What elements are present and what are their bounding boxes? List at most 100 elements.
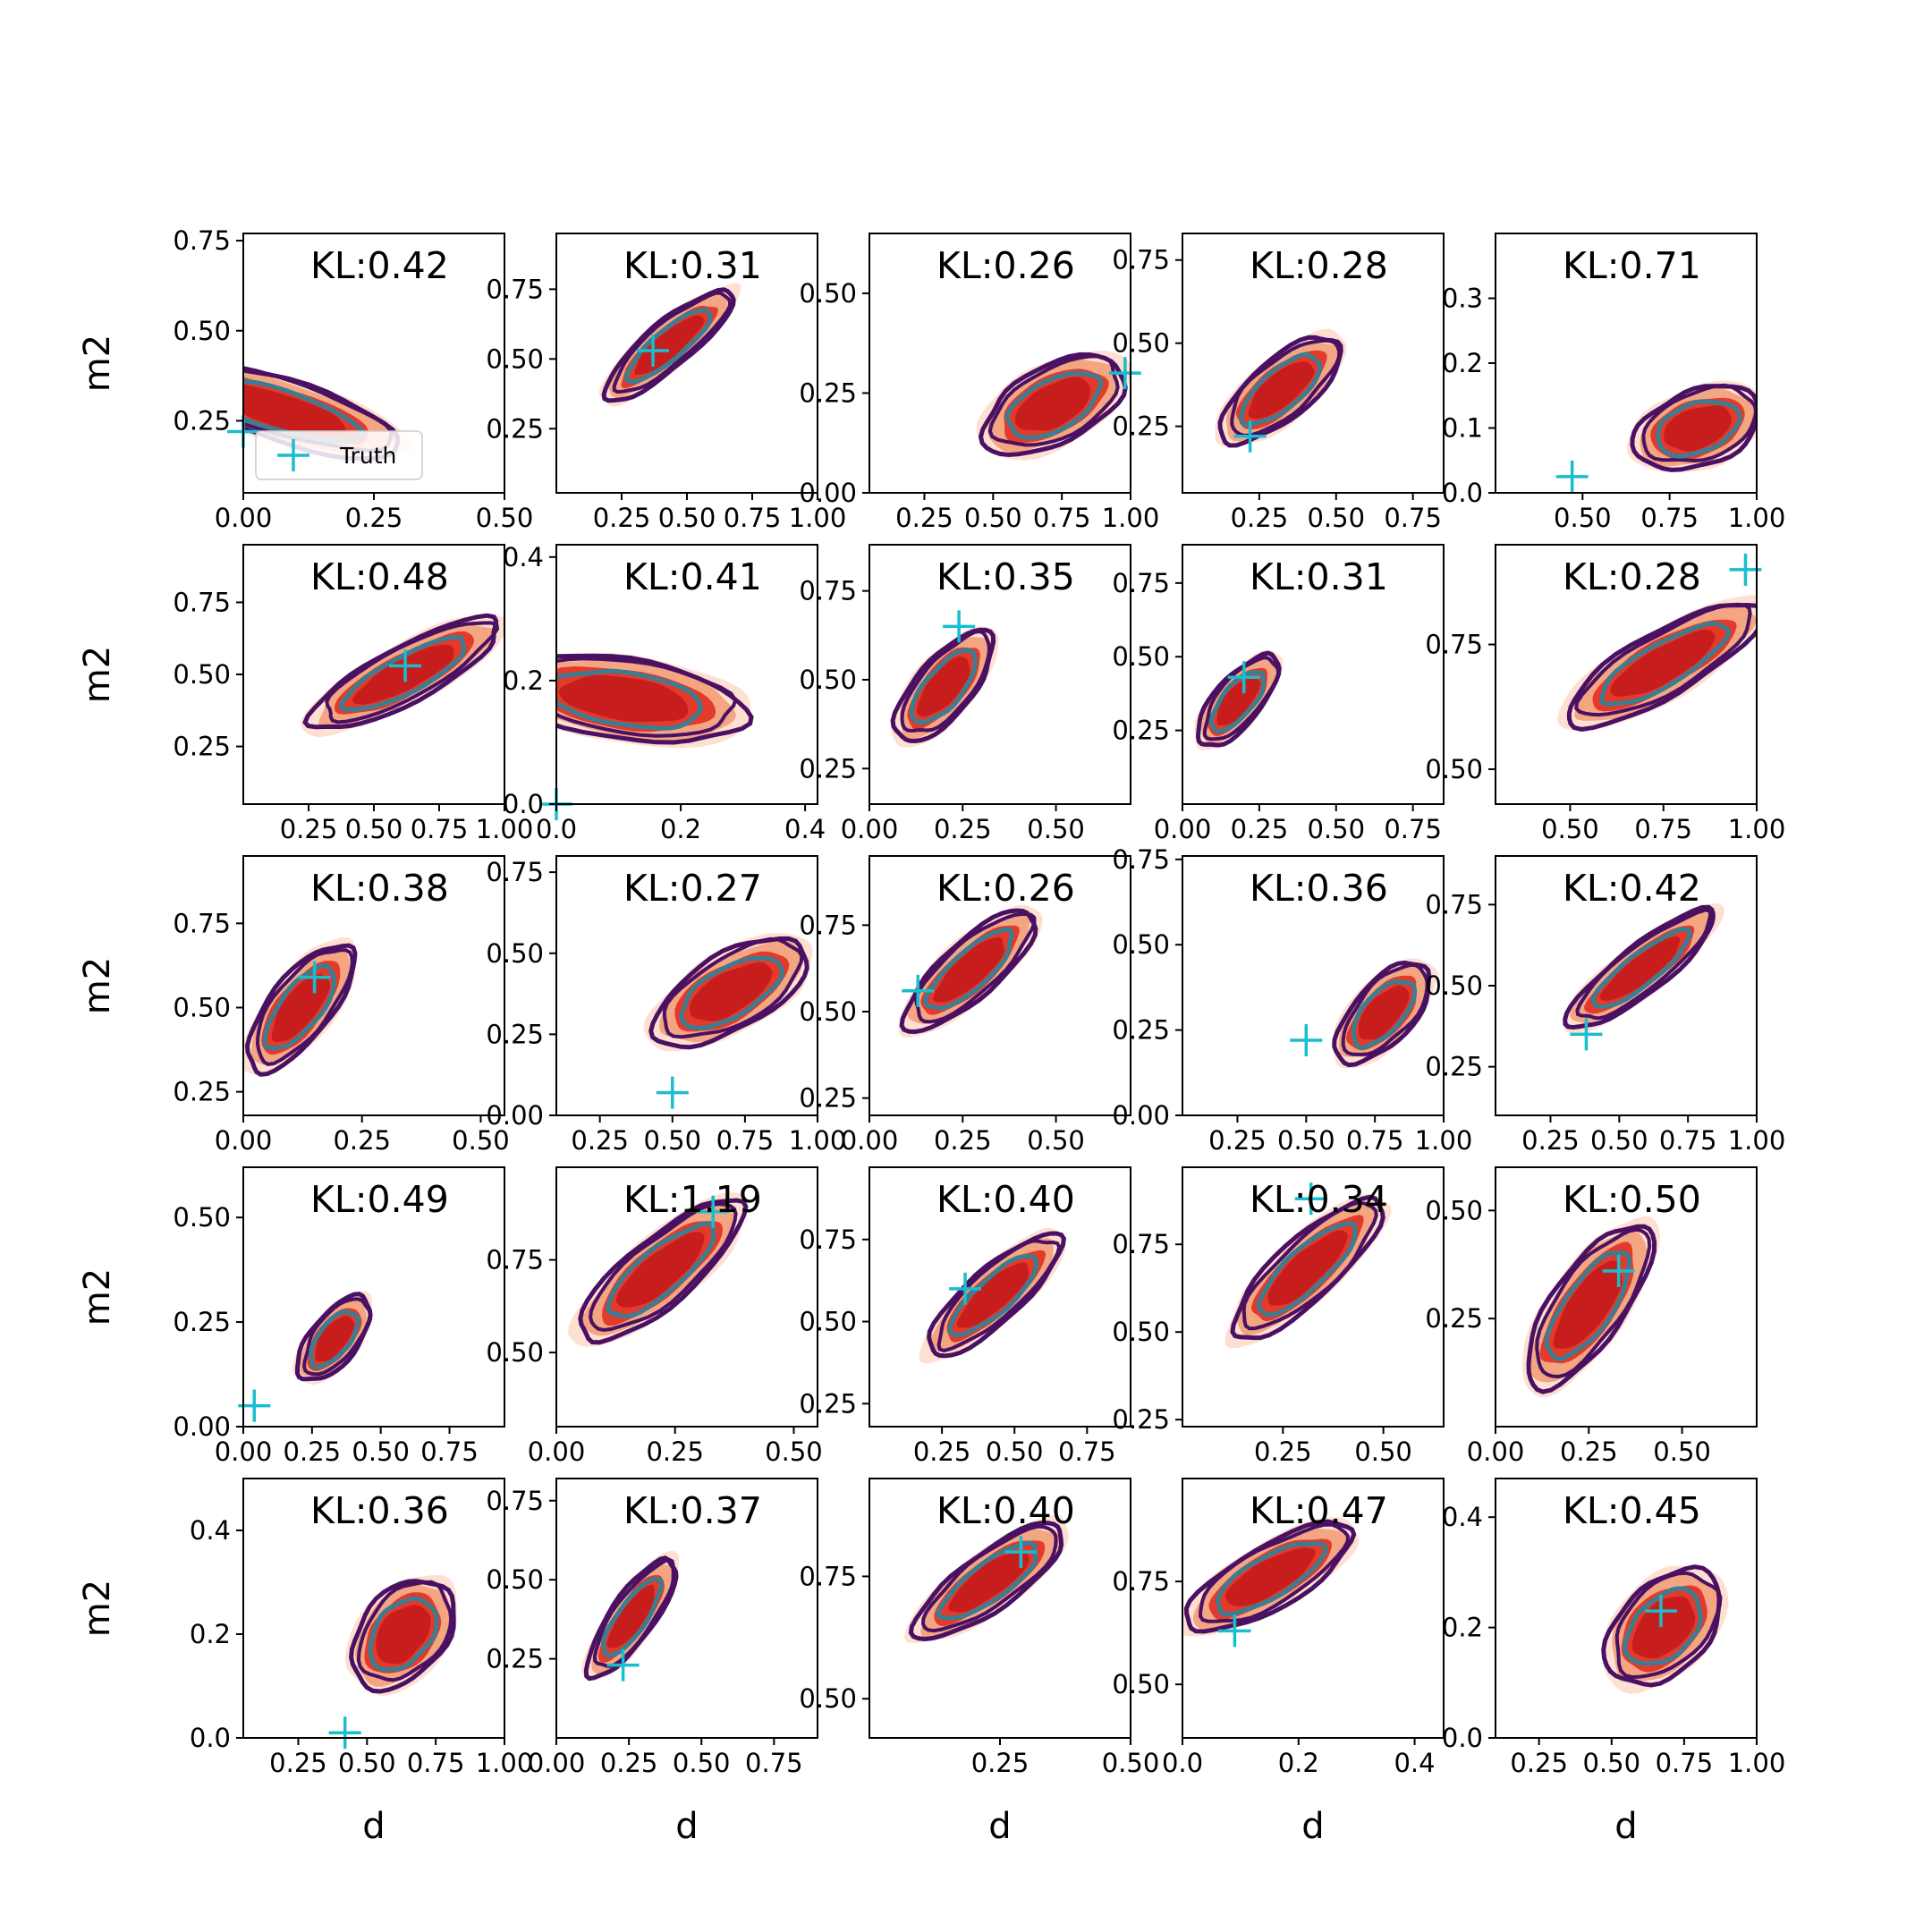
x-tick-label: 0.50 xyxy=(1027,1125,1085,1156)
axes-frame xyxy=(869,233,1131,494)
x-tick-label: 0.50 xyxy=(345,814,403,844)
y-tick-label: 0.75 xyxy=(1112,568,1170,598)
axes-frame xyxy=(869,544,1131,805)
x-tick-label: 0.25 xyxy=(934,1125,992,1156)
y-tick-label: 0.50 xyxy=(1425,1195,1483,1225)
outer-contour-line-2 xyxy=(1535,1227,1652,1379)
x-tick-label: 0.50 xyxy=(452,1125,510,1156)
y-tick-label: 0.50 xyxy=(173,1202,231,1233)
axes-frame xyxy=(869,1166,1131,1428)
legend-label: Truth xyxy=(339,443,396,469)
density-contours xyxy=(643,933,813,1052)
y-tick-label: 0.50 xyxy=(173,992,231,1022)
density-contours xyxy=(1215,328,1347,448)
x-tick-label: 0.25 xyxy=(1231,503,1289,533)
y-tick-label: 0.75 xyxy=(486,857,544,887)
truth-marker xyxy=(1644,1595,1677,1628)
y-tick-label: 0.50 xyxy=(486,938,544,969)
x-tick-label: 0.50 xyxy=(1590,1125,1648,1156)
density-fill-level-4 xyxy=(1224,1547,1316,1606)
panel-1-1: 0.00 0.25 0.50 0.25 0.50 0.75 KL:0.42 m2 Truth xyxy=(77,225,533,533)
x-tick-label: 0.50 xyxy=(1541,814,1599,844)
panel-1-3: 0.25 0.50 0.75 1.00 0.00 0.25 0.50 KL:0.26 xyxy=(799,233,1159,533)
density-fill-level-4 xyxy=(1359,985,1410,1040)
kl-label: KL:0.36 xyxy=(1250,867,1388,910)
axes-frame xyxy=(1182,233,1445,494)
y-tick-label: 0.25 xyxy=(1425,1303,1483,1334)
kl-label: KL:0.41 xyxy=(623,555,762,598)
inner-contour-line xyxy=(338,634,467,712)
x-tick-label: 0.50 xyxy=(1277,1125,1335,1156)
y-tick-label: 0.25 xyxy=(173,732,231,762)
truth-marker xyxy=(1570,1018,1603,1051)
density-contours xyxy=(292,1291,373,1385)
x-tick-label: 0.25 xyxy=(280,814,338,844)
panel-5-3: 0.25 0.50 0.50 0.75 KL:0.40 d xyxy=(799,1478,1160,1847)
kl-label: KL:0.28 xyxy=(1250,244,1388,287)
y-tick-label: 0.25 xyxy=(1425,1052,1483,1082)
density-contours xyxy=(1626,380,1757,472)
x-tick-label: 1.00 xyxy=(476,814,534,844)
kl-label: KL:0.50 xyxy=(1563,1178,1701,1221)
outer-contour-line-2 xyxy=(255,948,354,1066)
inner-contour-line xyxy=(368,1596,439,1673)
y-tick-label: 0.75 xyxy=(1425,889,1483,919)
y-tick-label: 0.75 xyxy=(173,587,231,617)
axes-frame xyxy=(555,1166,818,1428)
axes-frame xyxy=(1495,544,1758,805)
x-axis-label: d xyxy=(1301,1806,1324,1847)
x-tick-label: 0.25 xyxy=(1560,1436,1618,1467)
kl-label: KL:0.26 xyxy=(936,867,1075,910)
density-contours xyxy=(344,1575,457,1696)
y-tick-label: 0.0 xyxy=(1442,1723,1483,1753)
outer-contour-line-2 xyxy=(1641,383,1757,463)
x-tick-label: 0.50 xyxy=(1102,1748,1160,1778)
outer-contour-line-2 xyxy=(920,1524,1058,1633)
kl-label: KL:0.27 xyxy=(623,867,762,910)
y-tick-label: 0.50 xyxy=(1112,641,1170,672)
y-tick-label: 0.25 xyxy=(799,1388,857,1419)
density-fill-level-4 xyxy=(606,1584,655,1648)
axes-frame xyxy=(869,855,1131,1116)
x-tick-label: 0.75 xyxy=(1058,1436,1116,1467)
y-tick-label: 0.50 xyxy=(799,996,857,1027)
y-tick-label: 0.00 xyxy=(1112,1100,1170,1131)
y-tick-label: 0.00 xyxy=(486,1100,544,1131)
kl-label: KL:0.40 xyxy=(936,1489,1075,1532)
outer-contour-line-2 xyxy=(1198,1522,1350,1623)
panel-4-1: 0.00 0.25 0.50 0.75 0.00 0.25 0.50 KL:0.49 m2 xyxy=(77,1166,505,1467)
y-axis-label: m2 xyxy=(77,1580,118,1637)
x-tick-label: 0.25 xyxy=(269,1748,327,1778)
x-axis-label: d xyxy=(362,1806,385,1847)
y-tick-label: 0.25 xyxy=(1112,411,1170,442)
x-tick-label: 0.50 xyxy=(964,503,1022,533)
x-tick-label: 0.50 xyxy=(658,503,716,533)
y-tick-label: 0.75 xyxy=(799,910,857,940)
panel-4-4: 0.25 0.50 0.25 0.50 0.75 KL:0.34 xyxy=(1112,1166,1445,1467)
x-tick-label: 0.50 xyxy=(352,1436,410,1467)
inner-contour-line xyxy=(309,1309,361,1370)
y-tick-label: 0.00 xyxy=(173,1411,231,1442)
density-fill-level-4 xyxy=(933,937,1004,1003)
x-tick-label: 0.25 xyxy=(571,1125,629,1156)
y-tick-label: 0.4 xyxy=(503,542,544,572)
y-tick-label: 0.25 xyxy=(799,753,857,784)
density-contours xyxy=(1224,1193,1392,1349)
panel-2-4: 0.00 0.25 0.50 0.75 0.25 0.50 0.75 KL:0.31 xyxy=(1112,544,1445,844)
y-tick-label: 0.75 xyxy=(799,1561,857,1591)
panel-4-3: 0.25 0.50 0.75 0.25 0.50 0.75 KL:0.40 xyxy=(799,1166,1131,1467)
x-tick-label: 0.2 xyxy=(660,814,701,844)
x-tick-label: 0.00 xyxy=(528,1748,586,1778)
inner-contour-line xyxy=(1622,1586,1704,1666)
kl-label: KL:0.47 xyxy=(1250,1489,1388,1532)
outer-contour-line-2 xyxy=(1230,338,1342,438)
y-tick-label: 0.25 xyxy=(173,1307,231,1337)
inner-contour-line xyxy=(947,1253,1039,1338)
outer-contour-line xyxy=(908,1521,1064,1642)
y-tick-label: 0.75 xyxy=(486,1486,544,1516)
kl-label: KL:0.42 xyxy=(310,244,449,287)
y-tick-label: 0.4 xyxy=(1442,1502,1483,1532)
x-tick-label: 0.75 xyxy=(1346,1125,1404,1156)
density-contours xyxy=(1556,595,1757,732)
